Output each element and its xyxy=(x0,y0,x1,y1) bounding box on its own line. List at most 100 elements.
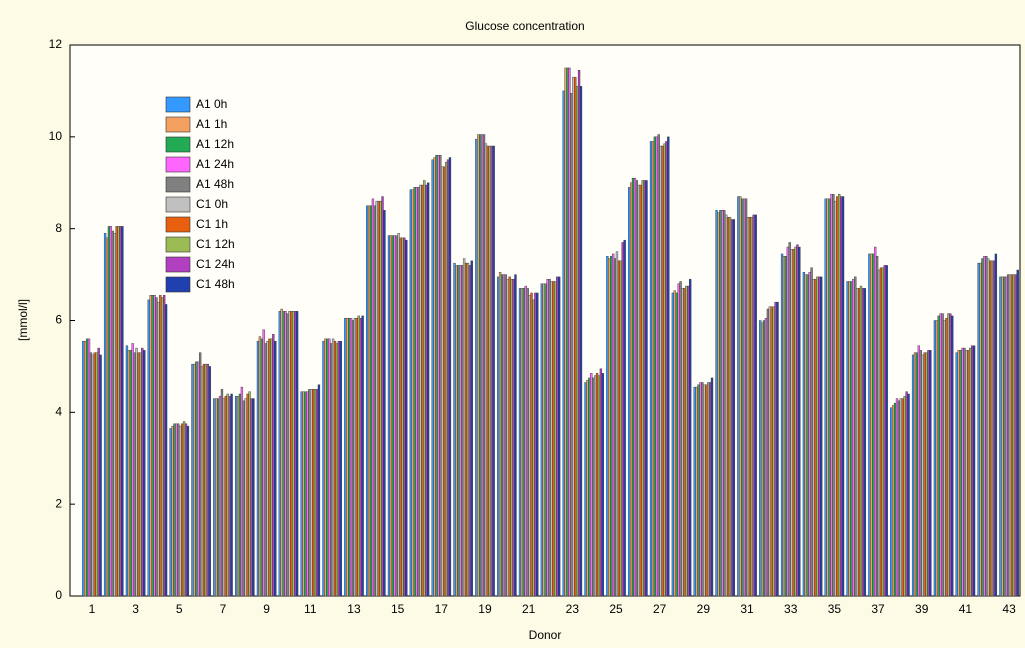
bar xyxy=(180,423,184,597)
x-tick-label: 31 xyxy=(740,602,754,616)
bar xyxy=(741,198,744,597)
bar xyxy=(497,276,500,597)
bar xyxy=(911,354,915,597)
bar xyxy=(663,143,666,597)
bar xyxy=(453,262,456,597)
bar xyxy=(724,214,728,597)
bar xyxy=(159,295,162,597)
bar xyxy=(278,311,281,597)
bar xyxy=(1001,276,1004,597)
bar xyxy=(457,265,460,597)
x-tick-label: 5 xyxy=(176,602,183,616)
bar xyxy=(848,281,851,597)
legend-swatch xyxy=(165,176,191,193)
bar xyxy=(504,274,508,597)
bar xyxy=(91,354,95,597)
bar xyxy=(872,253,875,597)
bar xyxy=(726,216,730,597)
bar xyxy=(246,393,249,597)
bar xyxy=(109,226,113,597)
bar xyxy=(556,276,559,597)
bar xyxy=(282,311,285,597)
bar xyxy=(419,184,422,597)
bar xyxy=(171,425,174,597)
bar xyxy=(826,198,829,597)
bar xyxy=(868,253,871,597)
bar xyxy=(238,393,242,597)
bar xyxy=(579,86,583,597)
bar xyxy=(544,283,547,597)
bar xyxy=(288,311,291,597)
bar xyxy=(951,315,954,597)
bar xyxy=(959,350,962,597)
bar xyxy=(466,262,470,597)
bar xyxy=(584,382,587,597)
bar xyxy=(230,393,233,597)
bar xyxy=(798,246,801,597)
bar xyxy=(590,373,593,597)
bar xyxy=(764,318,768,597)
bar xyxy=(468,265,472,597)
legend-label: A1 12h xyxy=(196,137,234,151)
bar xyxy=(836,196,839,597)
bar xyxy=(854,276,857,597)
bar xyxy=(417,187,420,597)
bar xyxy=(488,145,491,597)
bar xyxy=(782,256,786,597)
bar xyxy=(586,379,589,597)
bar xyxy=(707,382,710,597)
bar xyxy=(693,386,696,597)
bar xyxy=(760,322,764,597)
bar xyxy=(752,214,755,597)
bar xyxy=(322,340,325,597)
bar xyxy=(162,295,166,597)
bar xyxy=(685,285,688,597)
bar xyxy=(250,398,253,597)
bar xyxy=(228,396,231,597)
bar xyxy=(744,198,748,597)
bar xyxy=(774,301,777,597)
bar xyxy=(832,194,835,597)
bar xyxy=(611,253,615,597)
legend-swatch xyxy=(165,276,191,293)
bar xyxy=(564,67,567,597)
bar xyxy=(218,396,222,597)
bar xyxy=(317,384,321,597)
bar xyxy=(606,256,609,597)
bar xyxy=(705,384,708,597)
bar xyxy=(857,288,861,597)
bar xyxy=(107,226,111,597)
bar xyxy=(391,235,394,597)
bar xyxy=(153,295,156,597)
bar xyxy=(200,366,204,597)
bar xyxy=(186,425,190,597)
bar xyxy=(439,154,442,597)
bar xyxy=(808,272,811,597)
bar xyxy=(643,180,646,597)
x-tick-label: 21 xyxy=(522,602,536,616)
bar xyxy=(925,352,928,597)
bar xyxy=(375,200,378,597)
bar xyxy=(639,184,642,597)
bar xyxy=(389,235,393,597)
bar xyxy=(532,299,535,597)
bar xyxy=(330,343,333,597)
bar xyxy=(812,278,815,597)
bar xyxy=(657,134,660,597)
bar xyxy=(566,67,569,597)
bar xyxy=(568,67,571,597)
bar xyxy=(335,343,339,597)
bar xyxy=(121,226,124,597)
bar xyxy=(601,373,604,597)
bar xyxy=(981,258,984,597)
bar xyxy=(903,396,906,597)
bar xyxy=(520,288,524,597)
legend-label: C1 1h xyxy=(196,217,228,231)
bar xyxy=(444,161,448,597)
legend-label: C1 12h xyxy=(196,237,235,251)
bar xyxy=(570,93,573,597)
bar xyxy=(455,265,458,597)
bar xyxy=(133,352,136,597)
bar xyxy=(191,363,194,597)
bar xyxy=(294,311,297,597)
